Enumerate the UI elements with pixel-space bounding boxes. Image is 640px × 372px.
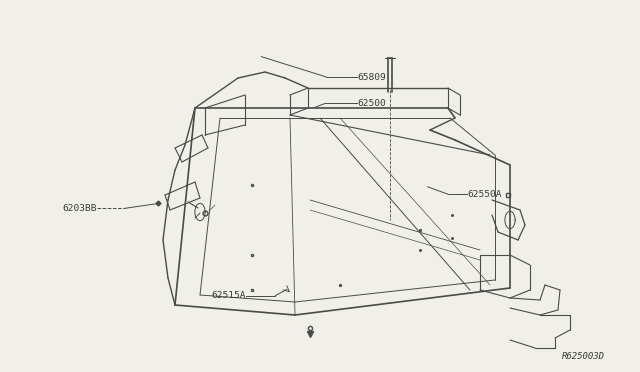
Text: 65809: 65809 (357, 73, 386, 81)
Text: 62500: 62500 (357, 99, 386, 108)
Text: 6203BB: 6203BB (63, 204, 97, 213)
Text: R625003D: R625003D (562, 352, 605, 361)
Text: 62515A: 62515A (211, 291, 246, 300)
Text: 62550A: 62550A (467, 190, 502, 199)
